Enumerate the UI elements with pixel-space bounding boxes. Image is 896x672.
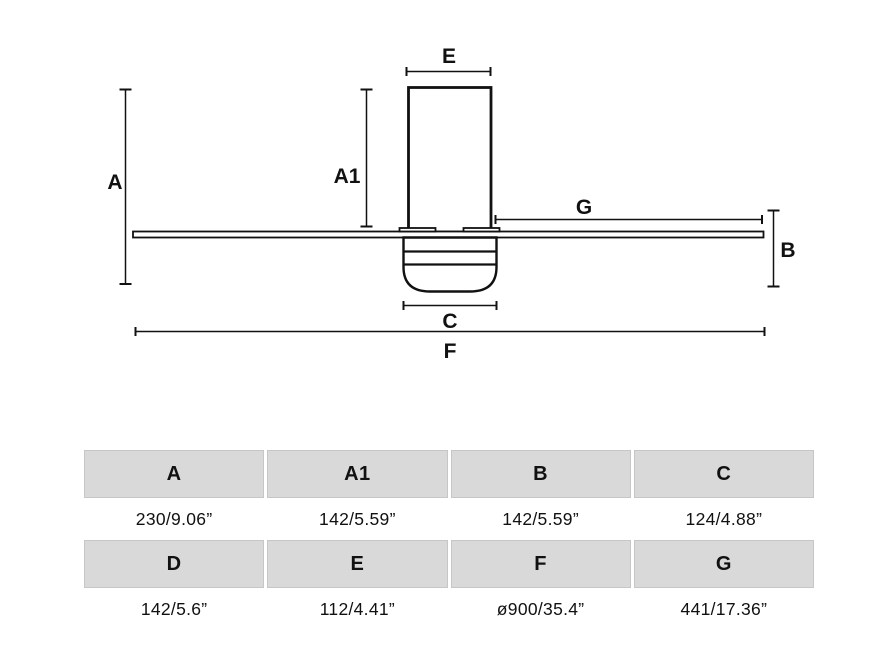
blade-mount-right [462,227,501,233]
dim-label-A: A [107,171,122,194]
dim-line-A1 [360,88,373,228]
fan-motor-body [407,86,493,234]
dimensions-table: A A1 B C 230/9.06” 142/5.59” 142/5.59” 1… [84,450,814,630]
dim-header-G: G [633,540,814,588]
dim-label-E: E [442,45,456,68]
fan-outline [132,86,765,293]
dim-line-B [767,209,780,288]
dimension-labels: A A1 E G B C F [107,45,795,363]
dim-header-D: D [84,540,265,588]
dim-header-A: A [84,450,265,498]
fan-dimension-diagram: A A1 E G B C F [107,45,795,363]
dim-line-C [402,301,498,310]
dim-header-C: C [633,450,814,498]
dim-header-A1: A1 [267,450,448,498]
dim-line-F [134,327,766,336]
dim-label-A1: A1 [334,165,361,188]
dim-label-C: C [442,310,457,333]
dim-label-F: F [444,340,457,363]
dimension-lines [119,67,780,336]
dim-value-D: 142/5.6” [84,588,265,630]
fan-diagram-svg: A A1 E G B C F [107,45,795,363]
dim-line-E [405,67,492,76]
dim-value-A1: 142/5.59” [267,498,448,540]
blade-mount-left [398,227,437,233]
dim-line-G [494,215,763,224]
dim-value-G: 441/17.36” [633,588,814,630]
dim-value-B: 142/5.59” [450,498,631,540]
dim-value-F: ø900/35.4” [450,588,631,630]
dim-value-C: 124/4.88” [633,498,814,540]
dim-value-A: 230/9.06” [84,498,265,540]
dim-value-E: 112/4.41” [267,588,448,630]
dim-label-B: B [780,239,795,262]
dim-header-F: F [450,540,631,588]
dim-header-B: B [450,450,631,498]
dim-line-A [119,88,132,285]
dim-header-E: E [267,540,448,588]
dim-label-G: G [576,196,592,219]
